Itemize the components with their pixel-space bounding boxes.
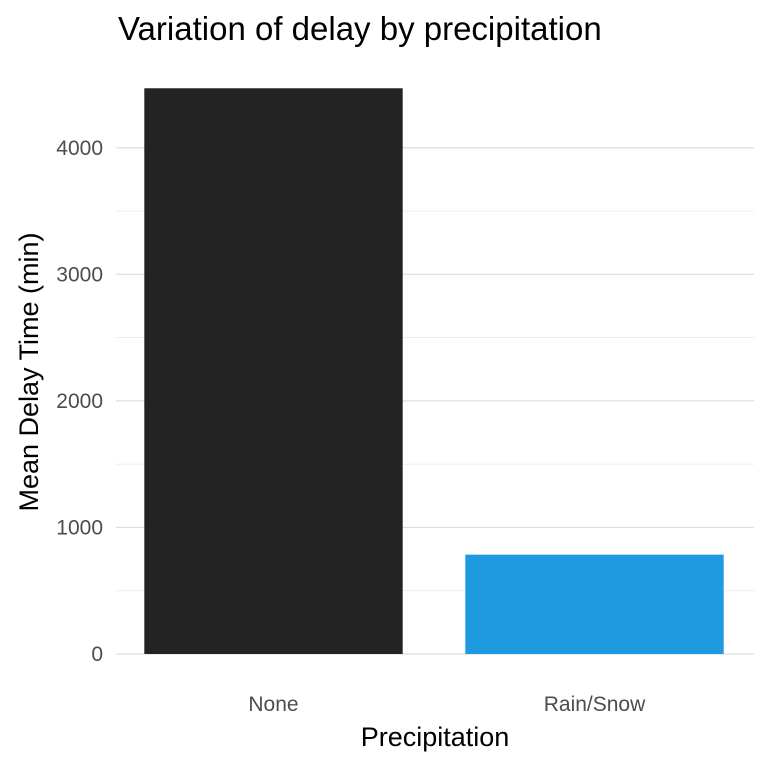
x-axis-title: Precipitation bbox=[361, 722, 510, 752]
bars bbox=[144, 88, 724, 654]
y-tick-label: 3000 bbox=[56, 263, 103, 286]
x-tick-label: Rain/Snow bbox=[544, 693, 646, 716]
y-tick-label: 0 bbox=[91, 643, 103, 666]
x-tick-label: None bbox=[248, 693, 298, 716]
y-axis-ticks: 0 1000 2000 3000 4000 bbox=[56, 137, 103, 666]
x-axis-ticks: None Rain/Snow bbox=[248, 693, 646, 716]
y-axis-title: Mean Delay Time (min) bbox=[14, 232, 44, 511]
y-tick-label: 1000 bbox=[56, 516, 103, 539]
bar-rain-snow bbox=[465, 554, 724, 654]
chart-title: Variation of delay by precipitation bbox=[118, 10, 602, 47]
bar-none bbox=[144, 88, 403, 654]
y-tick-label: 4000 bbox=[56, 137, 103, 160]
y-tick-label: 2000 bbox=[56, 390, 103, 413]
